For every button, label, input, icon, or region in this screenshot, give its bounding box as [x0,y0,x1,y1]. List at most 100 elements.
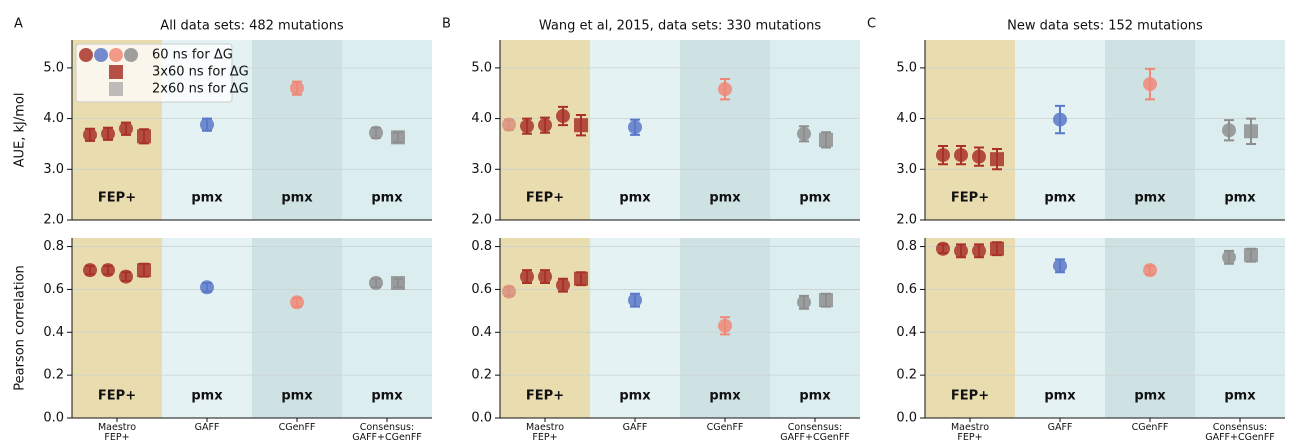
y-tick-label: 0.6 [471,282,492,297]
y-tick-label: 0.6 [43,282,64,297]
region-label: FEP+ [98,389,136,404]
region-background [1195,40,1285,220]
region-label: pmx [1134,389,1166,404]
y-tick-label: 3.0 [43,162,64,177]
marker-circle [94,48,108,62]
x-tick-label: Maestro FEP+ [950,422,990,443]
marker-circle [556,109,570,124]
legend-label: 60 ns for ΔG [152,48,233,63]
region-background [925,40,1015,220]
region-label: pmx [619,191,651,206]
chart-title: Wang et al, 2015, data sets: 330 mutatio… [539,19,821,34]
marker-circle [1143,263,1157,278]
region-background [770,40,860,220]
y-tick-label: 0.2 [43,368,64,383]
region-background [252,238,342,418]
marker-circle [520,119,534,134]
x-tick-label: GAFF [194,422,220,433]
y-tick-label: 5.0 [471,60,492,75]
marker-circle [369,125,383,140]
marker-circle [200,280,214,295]
region-label: pmx [1044,389,1076,404]
marker-square [819,293,833,308]
region-label: pmx [191,389,223,404]
marker-circle [1053,112,1067,127]
region-background [252,40,342,220]
region-background [342,238,432,418]
y-tick-label: 2.0 [471,213,492,228]
panel-letter: A [14,17,23,32]
region-label: pmx [1044,191,1076,206]
region-background [680,40,770,220]
y-tick-label: 0.0 [896,411,917,426]
x-tick-label: Consensus: GAFF+CGenFF [1205,422,1275,443]
y-tick-label: 0.0 [43,411,64,426]
y-tick-label: 0.8 [43,239,64,254]
y-tick-label: 0.2 [471,368,492,383]
marker-circle [1053,258,1067,273]
marker-square [1244,248,1258,263]
marker-circle [79,48,93,62]
y-tick-label: 0.4 [43,325,64,340]
region-label: pmx [709,191,741,206]
marker-circle [936,148,950,163]
marker-circle [200,117,214,132]
y-tick-label: 3.0 [471,162,492,177]
legend-label: 3x60 ns for ΔG [152,65,249,80]
region-label: pmx [709,389,741,404]
region-background [342,40,432,220]
region-label: pmx [799,389,831,404]
marker-square [391,130,405,145]
marker-circle [1222,250,1236,265]
y-tick-label: 0.0 [471,411,492,426]
x-tick-label: Consensus: GAFF+CGenFF [352,422,422,443]
region-label: pmx [1224,191,1256,206]
chart-title: New data sets: 152 mutations [1007,19,1203,34]
marker-circle [556,278,570,293]
marker-circle [109,48,123,62]
region-label: pmx [1134,191,1166,206]
region-background [925,238,1015,418]
marker-circle [1143,77,1157,92]
legend-label: 2x60 ns for ΔG [152,82,249,97]
x-tick-label: GAFF [622,422,648,433]
region-label: FEP+ [526,389,564,404]
region-background [500,238,590,418]
region-label: FEP+ [98,191,136,206]
x-tick-label: Consensus: GAFF+CGenFF [780,422,850,443]
region-background [162,238,252,418]
marker-circle [718,318,732,333]
y-tick-label: 4.0 [43,111,64,126]
y-tick-label: 0.4 [471,325,492,340]
region-label: pmx [281,389,313,404]
y-tick-label: 0.6 [896,282,917,297]
marker-circle [538,118,552,133]
region-label: pmx [799,191,831,206]
marker-circle [954,148,968,163]
marker-circle [119,269,133,284]
y-tick-label: 5.0 [896,60,917,75]
region-background [770,238,860,418]
marker-circle [101,126,115,141]
y-tick-label: 2.0 [43,213,64,228]
region-label: pmx [191,191,223,206]
y-tick-label: 0.2 [896,368,917,383]
marker-square [137,129,151,144]
marker-circle [520,269,534,284]
marker-square [137,263,151,278]
y-tick-label: 5.0 [43,60,64,75]
region-label: pmx [281,191,313,206]
region-label: pmx [1224,389,1256,404]
y-tick-label: 0.8 [896,239,917,254]
region-label: pmx [619,389,651,404]
y-tick-label: 4.0 [471,111,492,126]
marker-circle [119,121,133,136]
marker-circle [972,243,986,258]
region-background [590,238,680,418]
region-label: FEP+ [951,191,989,206]
marker-circle [954,243,968,258]
marker-circle [290,81,304,96]
marker-circle [83,127,97,142]
